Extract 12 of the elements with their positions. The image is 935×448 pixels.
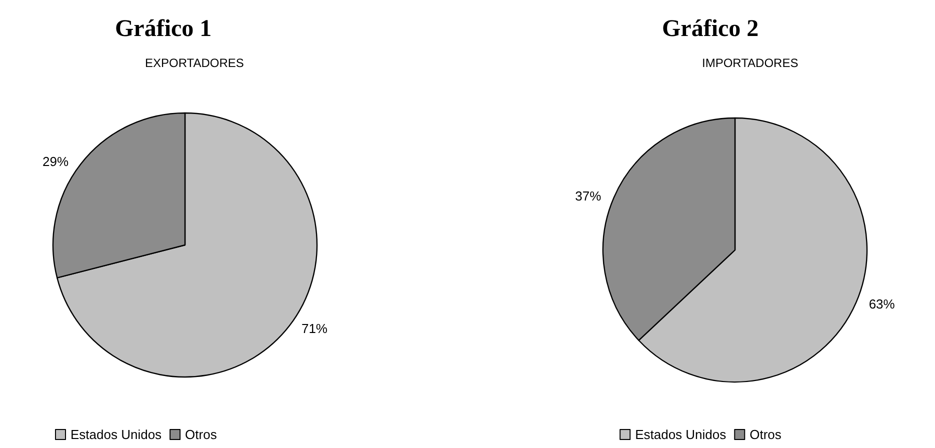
- chart-subtitle: IMPORTADORES: [702, 56, 798, 70]
- legend-label: Otros: [750, 427, 782, 442]
- chart-title: Gráfico 1: [115, 16, 212, 42]
- legend-label: Estados Unidos: [635, 427, 727, 442]
- chart-subtitle: EXPORTADORES: [145, 56, 244, 70]
- legend-label: Otros: [185, 427, 218, 442]
- chart-title: Gráfico 2: [662, 16, 759, 42]
- data-label: 63%: [868, 296, 896, 312]
- data-label: 71%: [301, 320, 328, 336]
- legend-label: Estados Unidos: [70, 427, 162, 442]
- data-label: 29%: [42, 154, 69, 170]
- data-label: 37%: [575, 188, 602, 204]
